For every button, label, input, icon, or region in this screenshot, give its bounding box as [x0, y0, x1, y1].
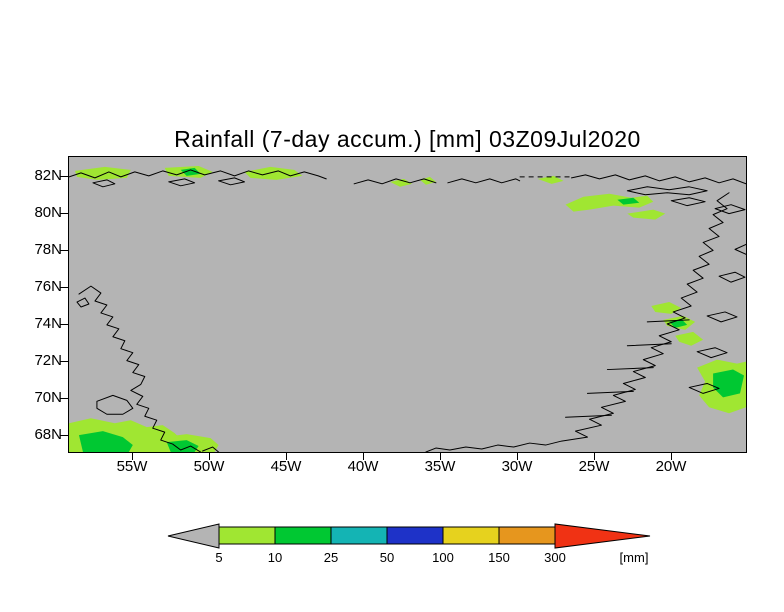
- x-axis-label-55w: 55W: [116, 458, 148, 475]
- coastline-cape: [76, 297, 90, 308]
- chart-title: Rainfall (7-day accum.) [mm] 03Z09Jul202…: [174, 126, 641, 152]
- x-tick-mark: [594, 453, 595, 460]
- coastline-north-east: [571, 174, 746, 185]
- map-plot-svg: [69, 157, 746, 452]
- x-tick-mark: [286, 453, 287, 460]
- coastline-island: [92, 179, 116, 188]
- fjord-line: [586, 390, 634, 394]
- y-axis-label-68n: 68N: [34, 426, 62, 443]
- y-axis-label-70n: 70N: [34, 389, 62, 406]
- y-tick-mark: [60, 435, 68, 436]
- coastline-island: [696, 347, 728, 359]
- coastline-island: [218, 177, 245, 186]
- fjord-line: [606, 367, 654, 371]
- coastline-island: [718, 271, 746, 283]
- colorbar-units-label: [mm]: [619, 550, 649, 565]
- map-frame: [68, 156, 747, 453]
- rain-patch: [675, 331, 704, 346]
- coastline-bottom-west: [202, 446, 220, 452]
- rain-patch: [244, 166, 303, 180]
- y-tick-mark: [60, 176, 68, 177]
- y-tick-mark: [60, 287, 68, 288]
- coastline-island: [670, 197, 706, 207]
- colorbar-segment: [498, 526, 556, 545]
- x-axis-label-40w: 40W: [347, 458, 379, 475]
- colorbar: [167, 523, 651, 549]
- fjord-line: [646, 319, 690, 323]
- coastline-island: [168, 178, 196, 187]
- fjord-line: [565, 414, 612, 418]
- x-axis-label-20w: 20W: [655, 458, 687, 475]
- coastlines: [69, 169, 746, 452]
- x-axis-label-30w: 30W: [501, 458, 533, 475]
- coastline-island: [688, 382, 720, 394]
- rain-patch: [78, 431, 133, 452]
- x-tick-mark: [440, 453, 441, 460]
- x-tick-mark: [209, 453, 210, 460]
- colorbar-segment: [218, 526, 276, 545]
- x-axis-label-45w: 45W: [270, 458, 302, 475]
- coastline-edge: [734, 243, 746, 255]
- rain-patch: [180, 167, 201, 176]
- colorbar-label-100: 100: [432, 550, 454, 565]
- coastline-island: [706, 311, 738, 323]
- colorbar-label-50: 50: [379, 550, 395, 565]
- y-axis-label-74n: 74N: [34, 315, 62, 332]
- fjord-line: [626, 343, 672, 347]
- rain-patch: [713, 369, 745, 398]
- x-tick-mark: [671, 453, 672, 460]
- y-axis-label-78n: 78N: [34, 241, 62, 258]
- y-tick-mark: [60, 361, 68, 362]
- colorbar-segment: [274, 526, 332, 545]
- rain-patch: [74, 166, 131, 180]
- colorbar-label-300: 300: [544, 550, 566, 565]
- coastline-island: [714, 204, 746, 215]
- coastline-north-mid: [353, 178, 437, 185]
- y-axis-label-72n: 72N: [34, 352, 62, 369]
- coastline-west: [78, 285, 202, 452]
- colorbar-label-5: 5: [215, 550, 223, 565]
- colorbar-segment: [386, 526, 444, 545]
- rain-patch: [166, 440, 199, 452]
- y-axis-label-82n: 82N: [34, 167, 62, 184]
- rain-patch: [617, 197, 640, 205]
- colorbar-label-150: 150: [488, 550, 510, 565]
- coastline-north-west: [69, 169, 327, 180]
- rain-patch: [651, 302, 682, 314]
- y-axis-label-76n: 76N: [34, 278, 62, 295]
- y-axis-label-80n: 80N: [34, 204, 62, 221]
- colorbar-label-10: 10: [267, 550, 283, 565]
- x-axis-label-35w: 35W: [424, 458, 456, 475]
- y-tick-mark: [60, 213, 68, 214]
- colorbar-segment: [442, 526, 500, 545]
- x-axis-label-25w: 25W: [578, 458, 610, 475]
- x-tick-mark: [132, 453, 133, 460]
- rain-patch: [627, 209, 666, 220]
- colorbar-right-arrow: [554, 523, 651, 549]
- coastline-island-disko: [96, 394, 134, 415]
- y-tick-mark: [60, 250, 68, 251]
- x-tick-mark: [363, 453, 364, 460]
- y-tick-mark: [60, 398, 68, 399]
- rain-patch: [669, 318, 688, 328]
- x-axis-label-50w: 50W: [193, 458, 225, 475]
- y-tick-mark: [60, 324, 68, 325]
- rain-patch: [537, 175, 564, 184]
- colorbar-left-arrow: [167, 523, 220, 549]
- coastline-island: [626, 186, 708, 196]
- colorbar-label-25: 25: [323, 550, 339, 565]
- coastline-east: [425, 192, 730, 452]
- rain-patch: [390, 178, 412, 187]
- x-tick-mark: [517, 453, 518, 460]
- coastline-north-mid2: [447, 178, 521, 184]
- colorbar-segment: [330, 526, 388, 545]
